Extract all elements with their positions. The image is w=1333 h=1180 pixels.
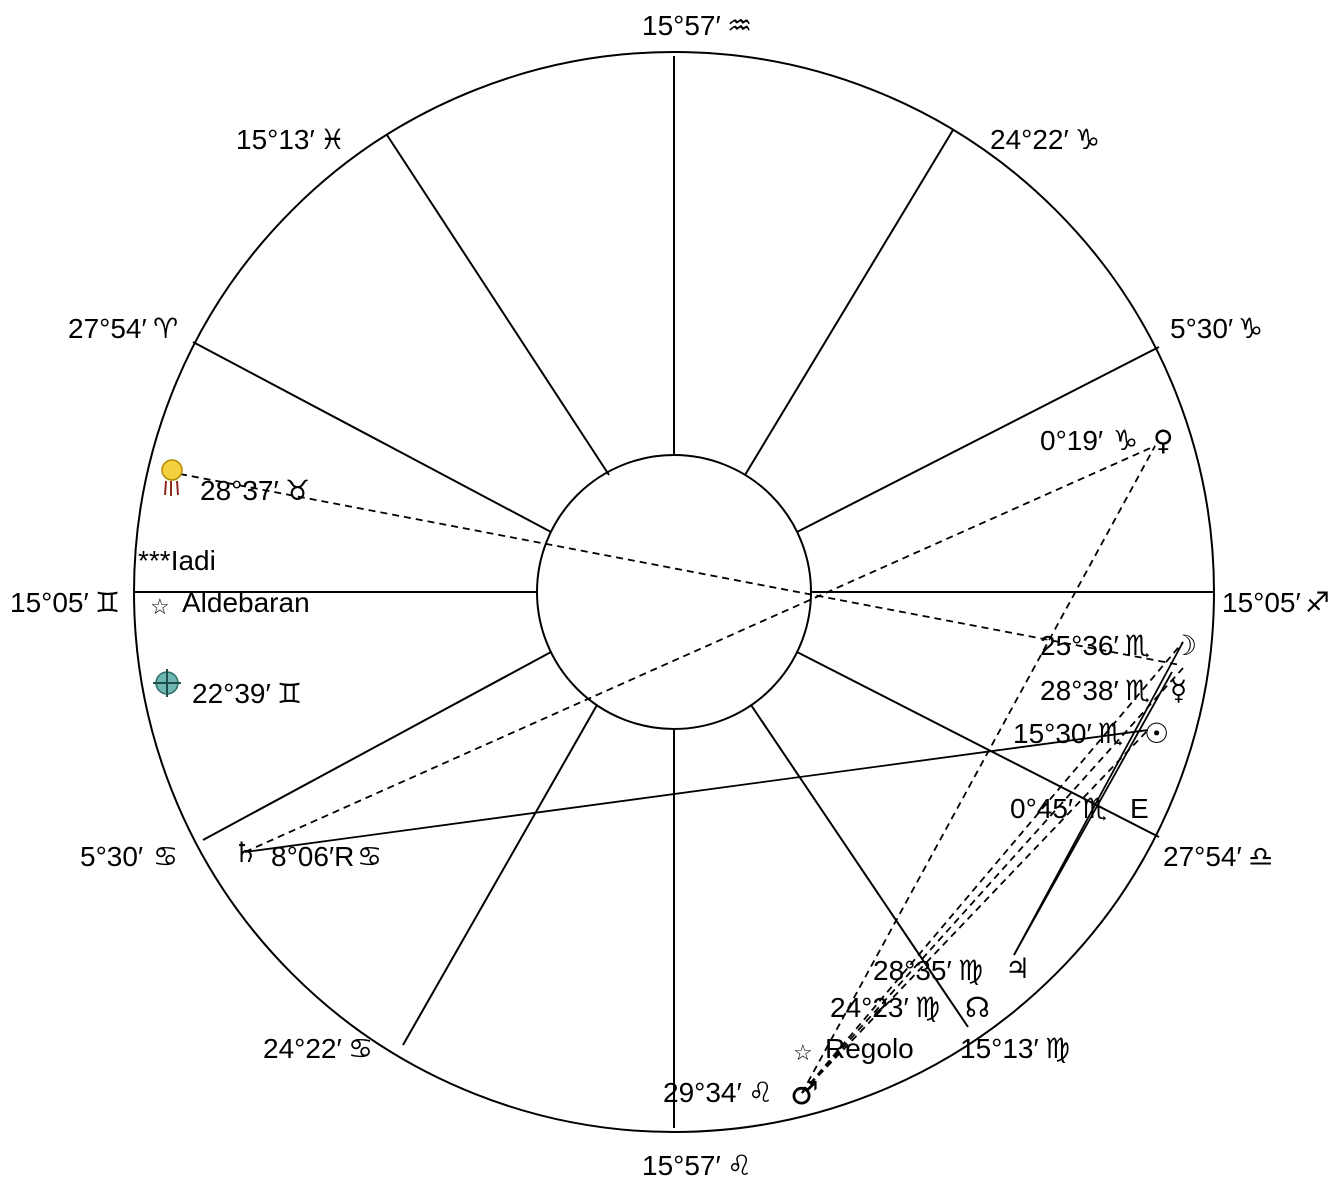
cusp-cancer-b-degree: 24°22′: [263, 1033, 342, 1064]
aspect-line: [1013, 671, 1173, 956]
capricorn-icon: ♑: [1238, 312, 1263, 345]
iadi-label: ***Iadi: [138, 545, 216, 576]
scorpio-icon: ♏: [1082, 792, 1107, 825]
jupiter-degree: 28°35′: [873, 955, 952, 986]
cusp-cancer-a-degree: 5°30′: [80, 841, 143, 872]
cusp-line: [192, 341, 552, 533]
cusp-libra-degree: 27°54′: [1163, 841, 1242, 872]
aspect-lines: [179, 445, 1184, 1094]
cusp-top-degree: 15°57′: [642, 10, 721, 41]
leo-icon: ♌: [727, 1149, 752, 1180]
cusp-bottom-degree: 15°57′: [642, 1150, 721, 1180]
aries-icon: ♈: [153, 312, 178, 345]
cusp-line: [796, 651, 1160, 838]
cusp-right-degree: 15°05′: [1222, 587, 1301, 618]
inner-circle: [536, 454, 812, 730]
house-lines: [134, 56, 1214, 1128]
aspect-line: [801, 641, 1184, 1094]
cusp-line: [750, 704, 969, 1028]
leo-icon: ♌: [748, 1076, 773, 1109]
mercury-degree: 28°38′: [1040, 675, 1119, 706]
scorpio-icon: ♏: [1125, 629, 1150, 662]
mars-icon: ♂: [790, 1074, 819, 1112]
gemini-icon: ♊: [277, 677, 302, 710]
sagittarius-icon: ♐: [1305, 586, 1330, 619]
moon-degree: 25°36′: [1040, 630, 1119, 661]
cancer-icon: ♋: [348, 1032, 373, 1065]
cusp-capricorn-b-degree: 24°22′: [990, 124, 1069, 155]
bodies: 0°19′ ♑ ♀ 28°37′ ♉ ***Iadi ☆ Aldebaran 2…: [138, 424, 1197, 1112]
mercury-icon: ☿: [1170, 674, 1187, 707]
aspect-line: [179, 473, 1181, 666]
cancer-icon: ♋: [357, 840, 382, 873]
cusp-virgo-degree: 15°13′: [960, 1033, 1039, 1064]
regolo-label: Regolo: [825, 1033, 914, 1064]
aspect-line: [244, 729, 1149, 853]
cusp-line: [402, 704, 598, 1046]
aquarius-icon: ♒: [727, 9, 752, 42]
star-icon: ☆: [150, 594, 170, 619]
aspect-line: [244, 445, 1156, 853]
venus-degree: 0°19′: [1040, 425, 1103, 456]
cusp-line: [386, 134, 610, 476]
sun-icon: ☉: [1144, 717, 1169, 750]
e-point-label: E: [1130, 793, 1149, 824]
capricorn-icon: ♑: [1075, 123, 1100, 156]
virgo-icon: ♍: [1045, 1032, 1070, 1065]
cusp-labels: 15°57′ ♒ 15°13′ ♓ 27°54′ ♈ 15°05′ ♊ 5°30…: [10, 9, 1330, 1180]
mars-degree: 29°34′: [663, 1077, 742, 1108]
node-icon: ☊: [965, 992, 990, 1023]
saturn-icon: ♄: [233, 836, 258, 869]
cusp-capricorn-a-degree: 5°30′: [1170, 313, 1233, 344]
virgo-icon: ♍: [915, 991, 940, 1024]
earth-degree: 22°39′: [192, 678, 271, 709]
node-degree: 24°23′: [830, 992, 909, 1023]
earth-icon: [153, 669, 181, 697]
capricorn-icon: ♑: [1113, 424, 1138, 457]
taurus-icon: ♉: [285, 474, 310, 507]
aspect-line: [801, 445, 1156, 1094]
venus-icon: ♀: [1153, 424, 1174, 457]
cancer-icon: ♋: [153, 840, 178, 873]
libra-icon: ♎: [1248, 840, 1273, 873]
scorpio-icon: ♏: [1125, 674, 1150, 707]
cusp-pisces-degree: 15°13′: [236, 124, 315, 155]
scorpio-icon: ♏: [1098, 717, 1123, 750]
figure-degree: 28°37′: [200, 475, 279, 506]
cusp-line: [796, 346, 1160, 533]
gemini-icon: ♊: [95, 586, 120, 619]
sun-degree: 15°30′: [1013, 718, 1092, 749]
aldebaran-label: Aldebaran: [182, 587, 310, 618]
star-icon: ☆: [793, 1040, 813, 1065]
virgo-icon: ♍: [958, 954, 983, 987]
cusp-line: [202, 651, 552, 841]
cusp-line: [744, 129, 954, 476]
jupiter-icon: ♃: [1005, 952, 1030, 985]
cusp-aries-degree: 27°54′: [68, 313, 147, 344]
moon-icon: ☽: [1172, 629, 1197, 662]
pisces-icon: ♓: [320, 123, 345, 156]
cusp-left-degree: 15°05′: [10, 587, 89, 618]
saturn-degree: 8°06′R: [271, 841, 354, 872]
e-point-degree: 0°45′: [1010, 793, 1073, 824]
figure-icon: [161, 459, 183, 496]
